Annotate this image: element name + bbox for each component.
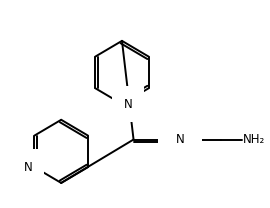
Text: NH₂: NH₂ bbox=[242, 133, 265, 146]
Text: N: N bbox=[176, 133, 184, 146]
Text: N: N bbox=[24, 161, 33, 174]
Text: N: N bbox=[124, 98, 133, 110]
